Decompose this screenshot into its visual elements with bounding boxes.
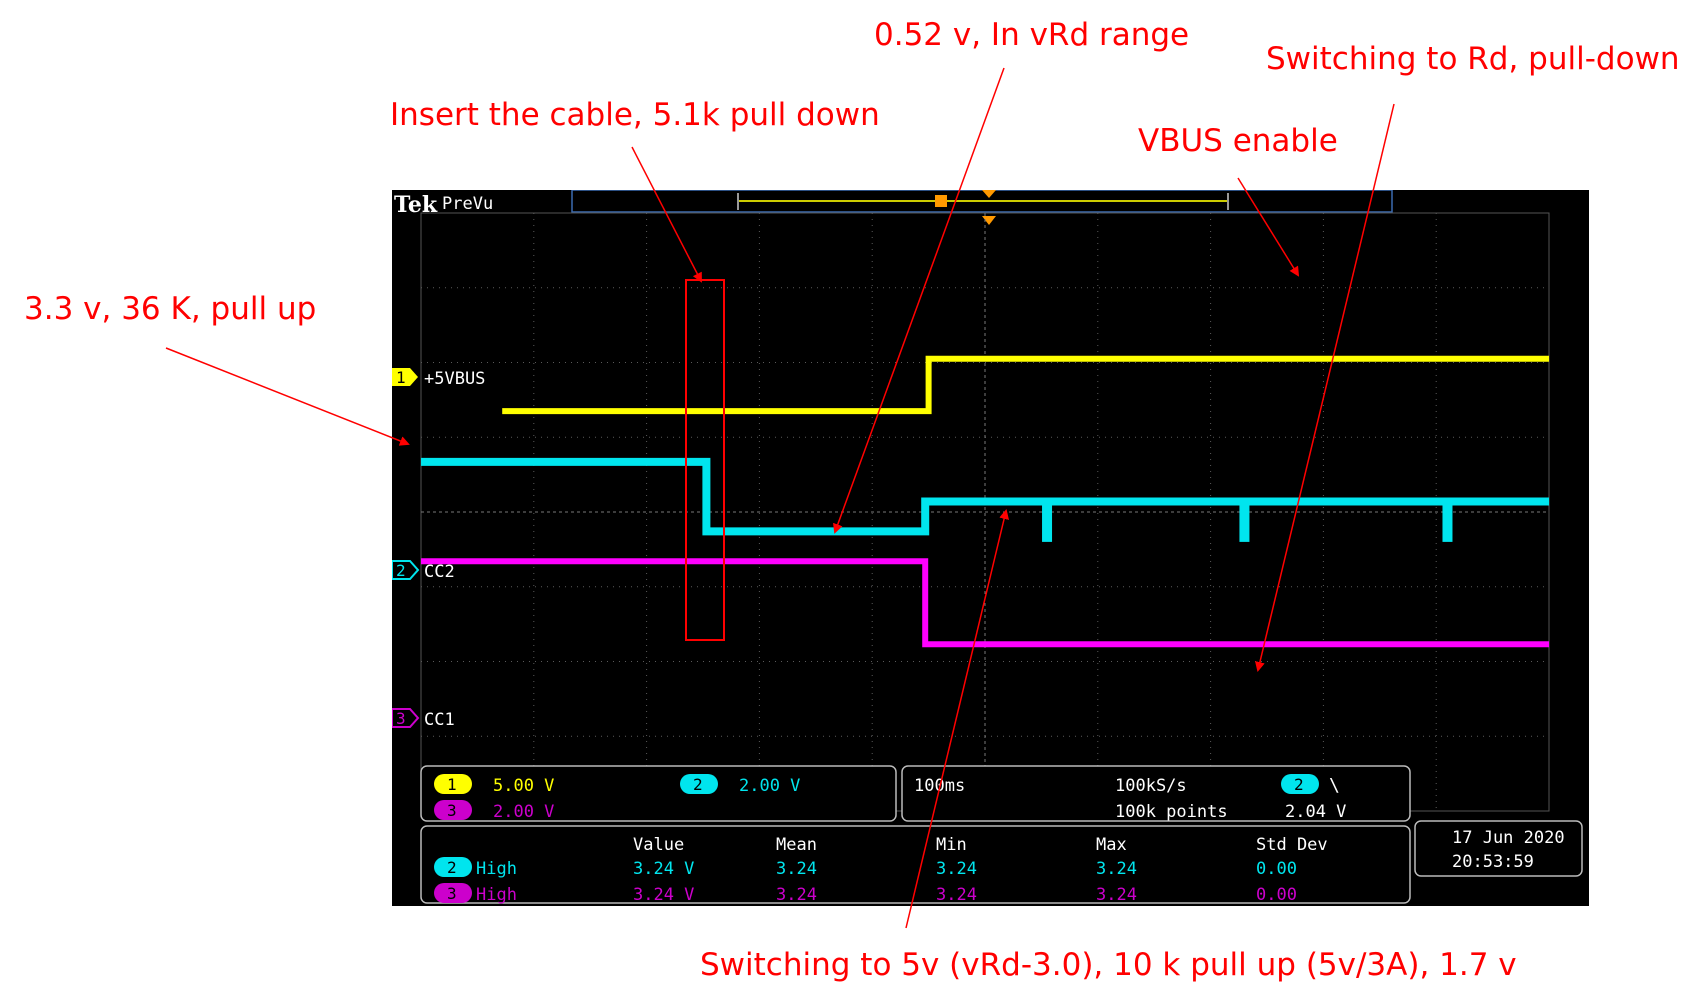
svg-text:3.24: 3.24	[936, 885, 977, 905]
annotation-vrd-range: 0.52 v, In vRd range	[874, 17, 1190, 53]
svg-text:0.00: 0.00	[1256, 885, 1297, 905]
trigger-top-marker	[982, 190, 996, 198]
svg-text:3.24: 3.24	[776, 859, 817, 879]
svg-text:5.00 V: 5.00 V	[493, 776, 554, 796]
meas-header-max: Max	[1096, 835, 1127, 855]
svg-text:1: 1	[396, 368, 406, 387]
meas-header-std-dev: Std Dev	[1256, 835, 1328, 855]
time-label: 20:53:59	[1452, 852, 1534, 872]
scale-ch2: 2 2.00 V	[680, 774, 800, 796]
channel-3-marker: 3 CC1	[391, 708, 455, 730]
svg-text:2.00 V: 2.00 V	[739, 776, 800, 796]
svg-text:High: High	[476, 859, 517, 879]
falling-slope-icon: \	[1329, 775, 1340, 796]
svg-text:3.24: 3.24	[1096, 859, 1137, 879]
svg-text:2: 2	[396, 561, 406, 580]
channel-scale-panel	[420, 765, 897, 822]
annotation-insert-cable: Insert the cable, 5.1k pull down	[390, 97, 880, 133]
oscilloscope-screen: Tek PreVu 1 +5VBUS 2 CC2	[391, 189, 1589, 906]
svg-text:3: 3	[447, 884, 457, 903]
scope-svg: Tek PreVu 1 +5VBUS 2 CC2	[391, 189, 1583, 905]
meas-header-mean: Mean	[776, 835, 817, 855]
svg-text:2.00 V: 2.00 V	[493, 802, 554, 822]
svg-text:0.00: 0.00	[1256, 859, 1297, 879]
channel-3-label: CC1	[424, 710, 455, 730]
trace--5vbus	[502, 355, 1549, 415]
svg-text:3: 3	[396, 709, 406, 728]
trigger-info: 2 \ 2.04 V	[1281, 774, 1346, 822]
annotation-vbus-enable: VBUS enable	[1138, 123, 1338, 159]
svg-text:3.24: 3.24	[1096, 885, 1137, 905]
cc2-pulse-dip	[1442, 501, 1453, 542]
timebase-value: 100ms	[914, 776, 965, 796]
trace-cc2	[421, 457, 1549, 536]
graticule-grid	[421, 213, 1549, 811]
annotation-switching-5v: Switching to 5v (vRd-3.0), 10 k pull up …	[700, 947, 1517, 983]
trigger-level: 2.04 V	[1285, 802, 1346, 822]
svg-text:3: 3	[447, 801, 457, 820]
annotation-switching-rd: Switching to Rd, pull-down	[1266, 41, 1680, 77]
svg-text:2: 2	[447, 858, 457, 877]
svg-text:3.24: 3.24	[936, 859, 977, 879]
meas-header-min: Min	[936, 835, 967, 855]
channel-2-marker: 2 CC2	[391, 560, 455, 582]
svg-text:2: 2	[693, 775, 703, 794]
annotation-pull-up: 3.3 v, 36 K, pull up	[24, 291, 317, 327]
brand-logo: Tek	[394, 192, 438, 218]
scale-ch1: 1 5.00 V	[434, 774, 554, 796]
channel-2-label: CC2	[424, 562, 455, 582]
trigger-arrow-icon	[982, 216, 996, 225]
trigger-position-marker	[935, 195, 947, 207]
cc2-pulse-dip	[1042, 501, 1053, 542]
scale-ch3: 3 2.00 V	[434, 800, 554, 822]
svg-text:1: 1	[447, 775, 457, 794]
svg-text:3.24 V: 3.24 V	[633, 859, 694, 879]
svg-text:3.24 V: 3.24 V	[633, 885, 694, 905]
svg-text:High: High	[476, 885, 517, 905]
arrow-pull-up	[165, 347, 410, 446]
cc2-pulse-dip	[1239, 501, 1250, 542]
datetime-panel	[1414, 820, 1583, 877]
sample-rate: 100kS/s	[1115, 776, 1187, 796]
svg-text:3.24: 3.24	[776, 885, 817, 905]
channel-1-marker: 1 +5VBUS	[392, 368, 485, 389]
mode-label: PreVu	[442, 194, 493, 214]
meas-header-value: Value	[633, 835, 684, 855]
svg-text:2: 2	[1294, 775, 1304, 794]
channel-1-label: +5VBUS	[424, 369, 485, 389]
record-length: 100k points	[1115, 802, 1228, 822]
date-label: 17 Jun 2020	[1452, 828, 1565, 848]
